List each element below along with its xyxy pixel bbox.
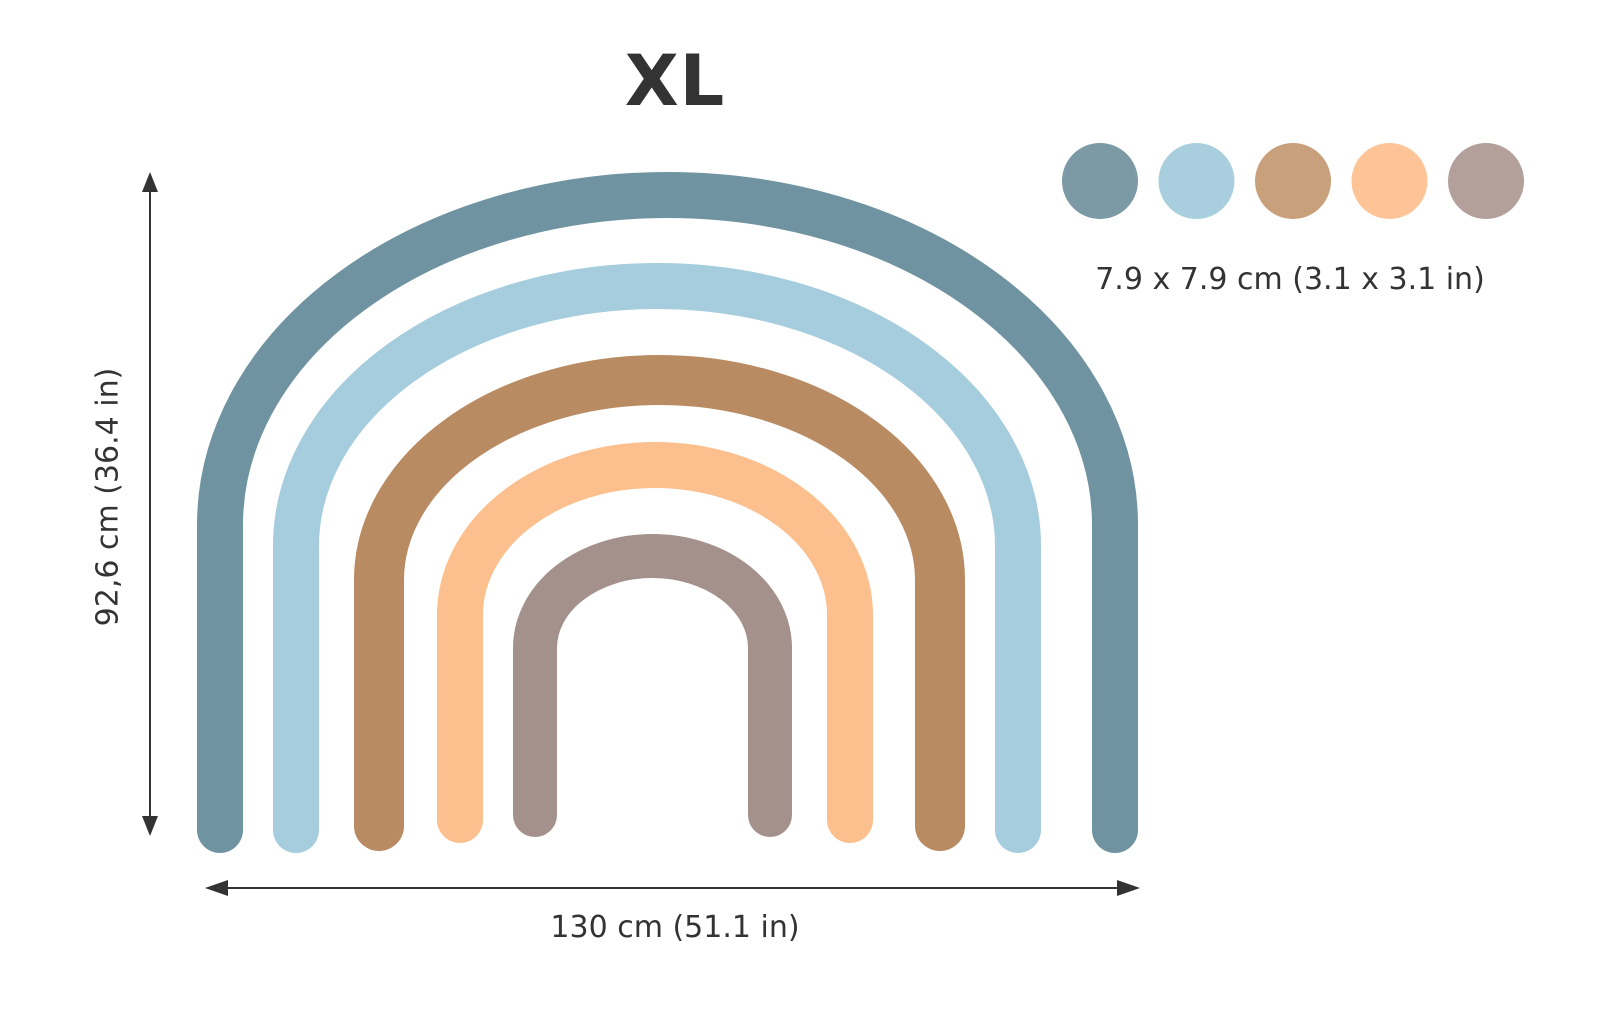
color-dot-4 xyxy=(1351,143,1428,219)
size-title: XL xyxy=(624,40,726,122)
width-dimension-arrow xyxy=(205,880,1140,896)
rainbow-band-5 xyxy=(513,534,792,837)
rainbow-band-2 xyxy=(273,263,1041,853)
rainbow-band-4 xyxy=(437,442,873,843)
color-dot-5 xyxy=(1448,143,1524,219)
color-dot-1 xyxy=(1062,143,1138,219)
rainbow-band-1 xyxy=(197,172,1138,853)
width-label: 130 cm (51.1 in) xyxy=(550,910,800,945)
color-dot-3 xyxy=(1255,143,1331,219)
dot-size-label: 7.9 x 7.9 cm (3.1 x 3.1 in) xyxy=(1095,262,1485,297)
height-label: 92,6 cm (36.4 in) xyxy=(90,367,126,627)
rainbow-band-3 xyxy=(354,355,965,851)
height-dimension-arrow xyxy=(142,172,158,836)
color-dot-2 xyxy=(1158,143,1235,219)
